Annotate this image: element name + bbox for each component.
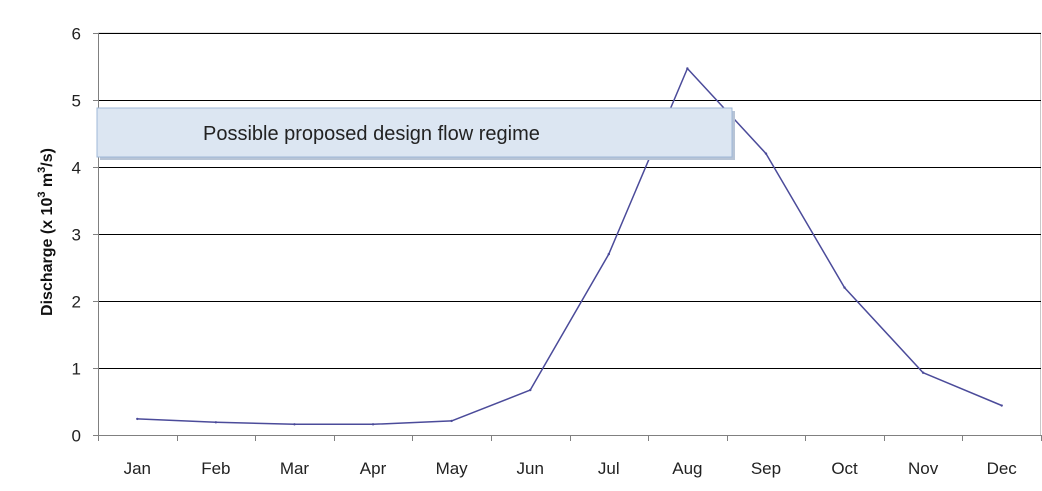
data-point (136, 417, 139, 421)
data-point (293, 423, 296, 426)
annotation-text: Possible proposed design flow regime (203, 123, 540, 145)
y-tick-label: 3 (72, 226, 81, 245)
x-tick-label: Apr (360, 459, 387, 478)
annotation-box (96, 107, 733, 158)
x-tick-label: Sep (751, 459, 781, 478)
gridlines (98, 33, 1041, 369)
data-point (529, 388, 532, 392)
y-axis-title-mid: m (39, 173, 56, 192)
y-axis-title-sup2: 3 (36, 167, 48, 173)
y-tick-label: 1 (72, 360, 81, 379)
data-point (686, 67, 689, 70)
x-tick-label: Aug (672, 459, 702, 478)
x-tick-label: Mar (280, 459, 310, 478)
data-point (450, 419, 453, 423)
y-axis-title-group: Discharge (x 103 m3/s) (36, 148, 56, 316)
y-axis-title-pre: Discharge (x 10 (39, 198, 56, 316)
x-tick-label: Jul (598, 459, 620, 478)
x-tick-label: Jun (516, 459, 543, 478)
x-tick-label: Dec (987, 459, 1018, 478)
data-point (921, 371, 925, 374)
y-axis-title: Discharge (x 103 m3/s) (36, 148, 56, 316)
y-tick-label: 2 (72, 293, 81, 312)
y-axis-title-sup1: 3 (36, 192, 48, 198)
annotation: Possible proposed design flow regime (96, 107, 735, 160)
data-point (764, 152, 768, 155)
data-point (214, 421, 218, 424)
data-point (607, 252, 610, 256)
x-tick-label: Jan (124, 459, 151, 478)
y-axis-title-post: /s) (39, 148, 56, 167)
x-tick-label: Nov (908, 459, 939, 478)
y-tick-label: 4 (72, 159, 81, 178)
series-layer (136, 67, 1003, 426)
x-tick-label: May (436, 459, 469, 478)
data-point (1000, 404, 1003, 407)
x-tick-label: Feb (201, 459, 230, 478)
y-tick-label: 5 (72, 92, 81, 111)
data-point (371, 423, 375, 426)
x-tick-label: Oct (831, 459, 858, 478)
axes: 0 1 2 3 4 5 6 Jan Feb Mar Apr May Jun Jul Aug Sep Oct Nov… (72, 25, 1042, 478)
series-line-0 (137, 67, 1002, 426)
y-tick-label: 0 (72, 427, 81, 446)
data-point (843, 286, 846, 289)
y-tick-label: 6 (72, 25, 81, 44)
